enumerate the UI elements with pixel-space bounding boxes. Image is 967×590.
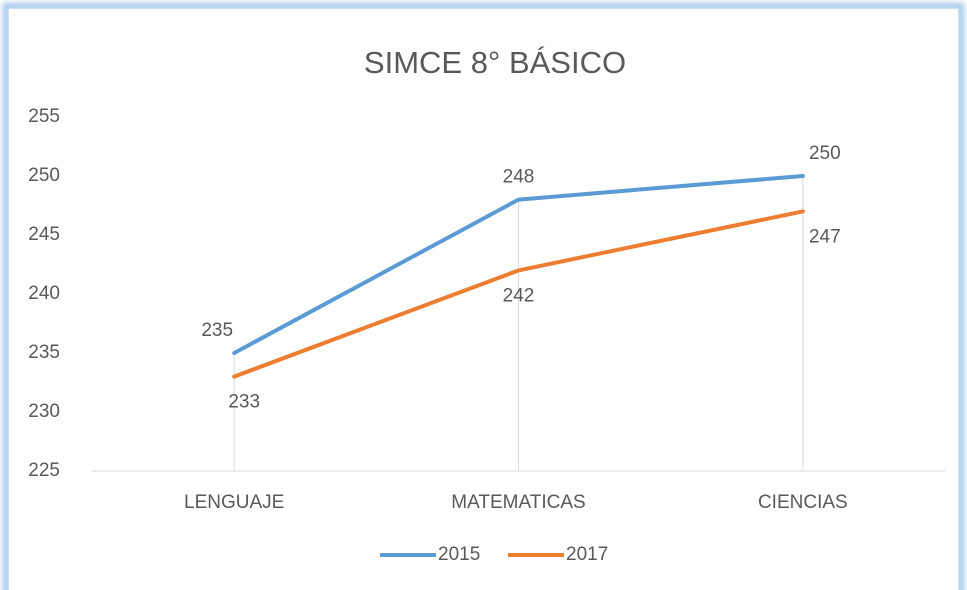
y-tick-label: 235 [28,342,60,363]
legend-label: 2015 [438,544,480,565]
frame [7,7,960,590]
data-label: 242 [503,285,535,306]
x-tick-label: CIENCIAS [758,492,848,513]
series-line [232,209,805,379]
x-tick-label: MATEMATICAS [451,492,585,513]
y-tick-label: 230 [28,401,60,422]
y-tick-label: 255 [28,106,60,127]
y-tick-label: 245 [28,224,60,245]
y-tick-label: 240 [28,283,60,304]
series-line [232,174,805,355]
data-label: 248 [503,167,535,188]
x-tick-label: LENGUAJE [184,492,284,513]
y-tick-label: 250 [28,165,60,186]
frame-glow [3,3,964,590]
data-label: 233 [228,392,260,413]
data-label: 250 [809,143,841,164]
data-label: 235 [201,320,233,341]
y-tick-label: 225 [28,460,60,481]
data-label: 247 [809,226,841,247]
legend-label: 2017 [566,544,608,565]
chart-title: SIMCE 8° BÁSICO [364,45,626,80]
